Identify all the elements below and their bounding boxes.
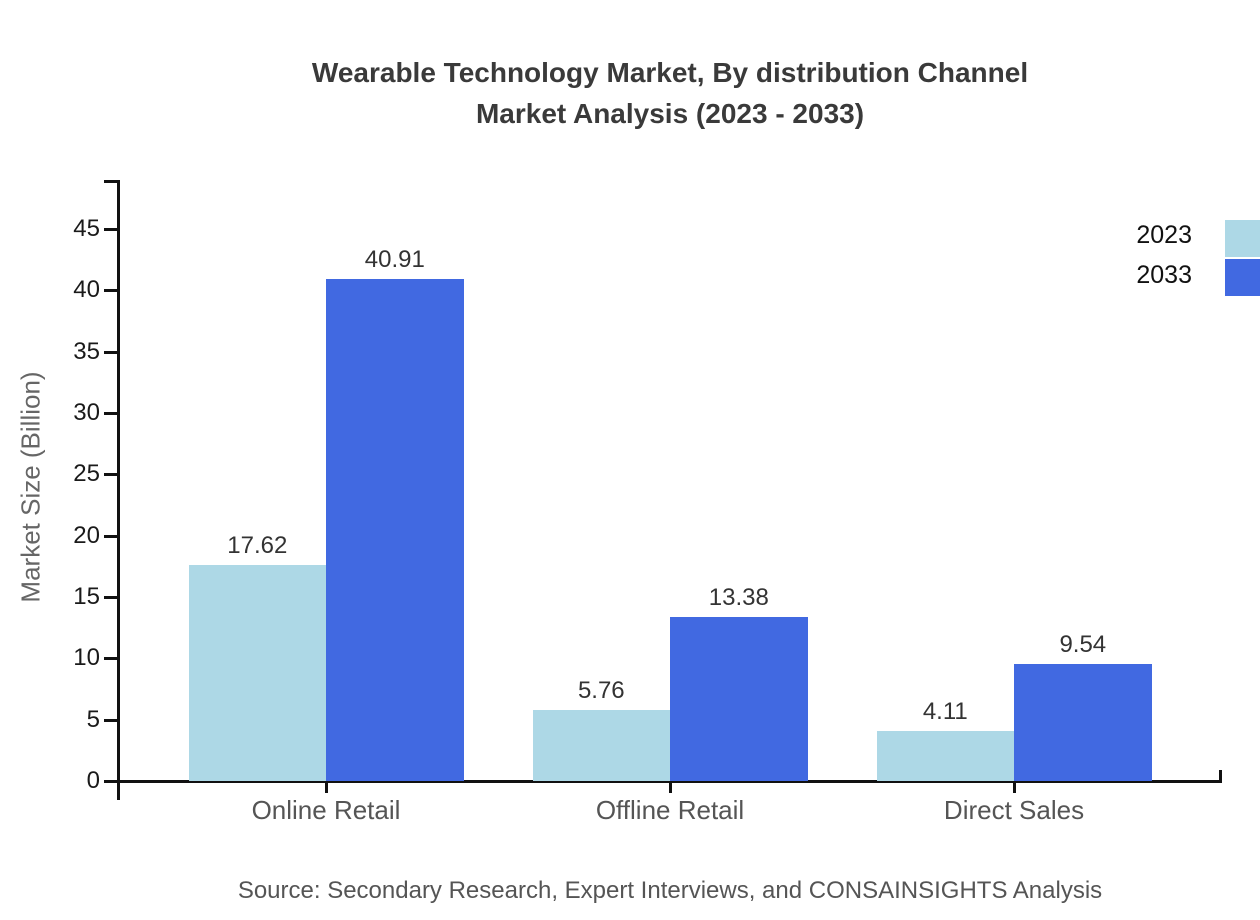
y-tick-10 xyxy=(104,657,118,661)
x-axis-end-tick xyxy=(1219,770,1222,781)
value-label-2033-offline-retail: 13.38 xyxy=(708,583,769,611)
value-label-2023-offline-retail: 5.76 xyxy=(577,677,625,705)
bar-2033-direct-sales xyxy=(1014,664,1152,781)
value-label-2033-direct-sales: 9.54 xyxy=(1059,631,1107,658)
y-tick-label-35: 35 xyxy=(73,337,100,365)
y-tick-30 xyxy=(104,412,118,415)
y-tick-20 xyxy=(104,534,118,538)
chart-title-line1: Wearable Technology Market, By distribut… xyxy=(311,57,1029,88)
legend-label-2033: 2033 xyxy=(1136,261,1192,289)
y-tick-15 xyxy=(104,596,118,599)
bar-2033-offline-retail xyxy=(670,616,808,781)
bar-2023-online-retail xyxy=(188,564,326,781)
y-tick-5 xyxy=(104,718,118,722)
y-tick-label-20: 20 xyxy=(73,521,100,549)
y-tick-label-5: 5 xyxy=(86,705,100,733)
source-note: Source: Secondary Research, Expert Inter… xyxy=(237,877,1103,904)
value-label-2033-online-retail: 40.91 xyxy=(364,246,425,274)
x-tick-online-retail xyxy=(325,781,328,793)
y-tick-label-10: 10 xyxy=(73,644,100,672)
x-tick-offline-retail xyxy=(669,781,672,793)
x-tick-direct-sales xyxy=(1013,781,1016,793)
y-tick-label-45: 45 xyxy=(73,215,100,242)
value-label-2023-direct-sales: 4.11 xyxy=(922,697,968,725)
y-tick-45 xyxy=(104,228,118,231)
bar-2023-offline-retail xyxy=(532,710,670,781)
y-axis-line xyxy=(117,180,120,800)
y-tick-35 xyxy=(104,350,118,354)
chart-title-line2: Market Analysis (2023 - 2033) xyxy=(475,98,865,129)
legend-label-2023: 2023 xyxy=(1136,221,1192,249)
value-label-2023-online-retail: 17.62 xyxy=(227,531,288,559)
y-tick-40 xyxy=(104,289,118,293)
y-tick-label-0: 0 xyxy=(86,767,100,794)
y-axis-top-tick xyxy=(104,180,118,183)
y-tick-25 xyxy=(104,473,118,477)
legend-swatch-2023 xyxy=(1225,220,1260,257)
y-tick-label-40: 40 xyxy=(73,276,100,304)
chart-title: Wearable Technology Market, By distribut… xyxy=(80,52,1260,134)
y-tick-label-15: 15 xyxy=(73,583,100,610)
y-tick-0 xyxy=(104,780,118,783)
y-tick-label-30: 30 xyxy=(73,399,100,426)
x-axis-line xyxy=(111,780,1222,783)
y-tick-label-25: 25 xyxy=(73,460,100,488)
category-label-direct-sales: Direct Sales xyxy=(943,795,1085,825)
bar-2033-online-retail xyxy=(326,279,464,781)
category-label-online-retail: Online Retail xyxy=(251,795,401,825)
legend-swatch-2033 xyxy=(1225,259,1260,296)
bar-2023-direct-sales xyxy=(876,730,1014,781)
category-label-offline-retail: Offline Retail xyxy=(595,795,745,825)
